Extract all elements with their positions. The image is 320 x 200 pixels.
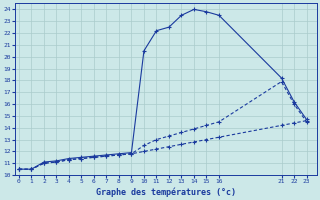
X-axis label: Graphe des températures (°c): Graphe des températures (°c) [96,187,236,197]
